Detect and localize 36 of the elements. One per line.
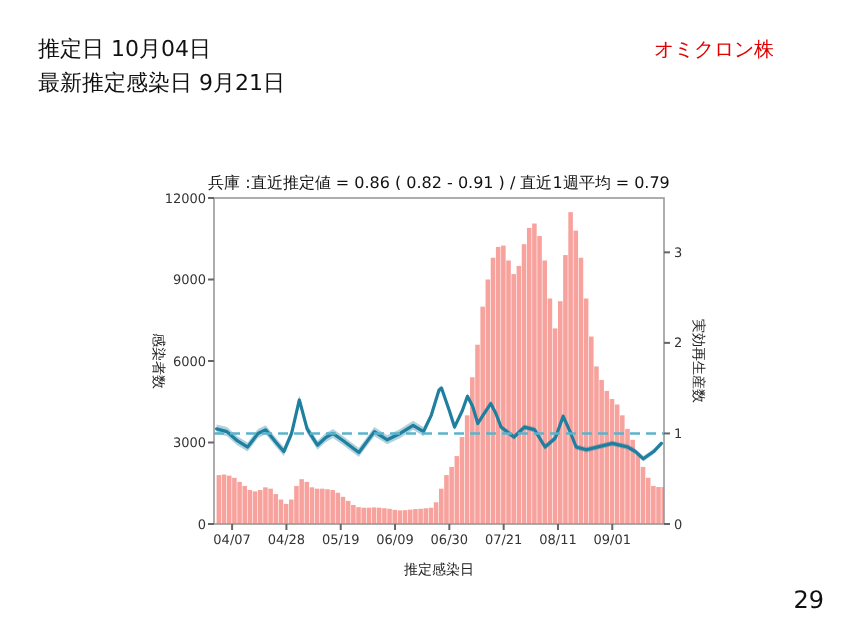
bar: [413, 509, 418, 524]
bar: [356, 507, 361, 524]
bar: [423, 508, 429, 524]
bar: [387, 508, 392, 524]
bar: [320, 488, 325, 524]
bar: [361, 507, 366, 524]
bar: [232, 477, 237, 524]
bar: [418, 508, 423, 524]
bar: [294, 485, 299, 524]
bar: [237, 481, 242, 524]
bar: [257, 490, 263, 524]
bar: [501, 245, 506, 524]
bar: [263, 487, 268, 524]
bar: [376, 507, 382, 524]
bar: [273, 494, 279, 524]
bar: [330, 490, 335, 524]
bar: [392, 509, 398, 524]
bar: [532, 223, 537, 524]
bar: [242, 485, 248, 524]
bar: [268, 488, 273, 524]
bar: [325, 489, 330, 524]
bar: [651, 485, 656, 524]
chart-title: 兵庫 :直近推定値 = 0.86 ( 0.82 - 0.91 ) / 直近1週平均 = 0.79: [208, 174, 670, 192]
bar: [351, 504, 356, 524]
bar: [226, 475, 232, 524]
text: 29: [793, 586, 824, 614]
bar: [299, 479, 304, 524]
bar: [568, 212, 573, 524]
bar: [656, 487, 661, 524]
text: オミクロン株: [654, 38, 774, 62]
bar: [444, 475, 449, 524]
bar: [382, 508, 387, 524]
text: 推定日 10月04日: [38, 36, 211, 62]
text: 最新推定感染日 9月21日: [38, 70, 285, 96]
bar: [526, 227, 532, 524]
bar: [407, 509, 413, 524]
